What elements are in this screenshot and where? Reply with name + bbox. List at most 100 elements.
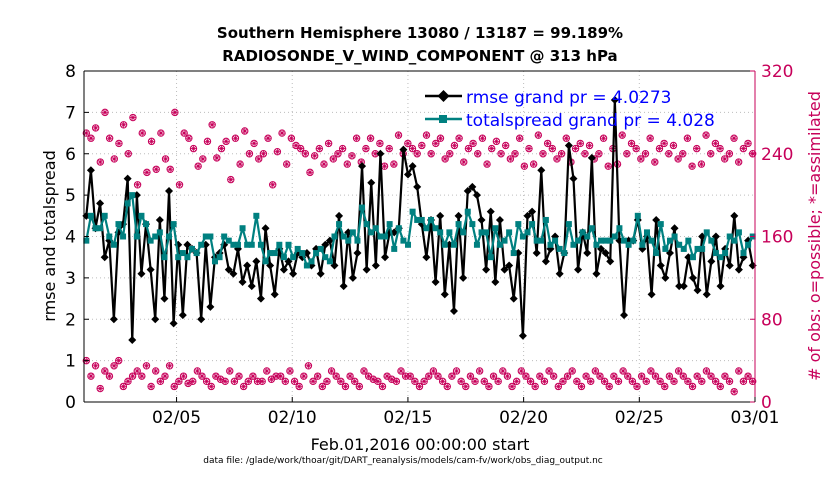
obs-low-point (406, 372, 414, 380)
obs-high-point (259, 150, 268, 158)
obs-low-point (138, 372, 146, 380)
spread-point (124, 200, 131, 207)
spread-point (469, 221, 476, 228)
obs-assimilated-marker (87, 135, 94, 142)
obs-assimilated-marker (421, 378, 428, 385)
obs-low-point (184, 379, 192, 388)
obs-assimilated-marker (171, 109, 178, 116)
obs-assimilated-marker (374, 378, 381, 385)
obs-low-point (318, 382, 327, 391)
y-right-tick-label: 0 (761, 393, 772, 413)
rmse-point (413, 182, 422, 191)
obs-possible-marker (327, 367, 336, 375)
spread-point (400, 237, 407, 244)
obs-assimilated-marker (481, 378, 488, 385)
obs-assimilated-marker (740, 145, 747, 152)
obs-assimilated-marker (418, 142, 425, 149)
obs-possible-marker (392, 377, 401, 386)
obs-possible-marker (207, 382, 215, 391)
obs-possible-marker (725, 150, 734, 158)
obs-low-point (545, 367, 553, 375)
rmse-point (716, 282, 725, 291)
y-right-tick-label: 320 (761, 62, 793, 82)
obs-assimilated-marker (111, 362, 118, 369)
obs-high-point (227, 175, 235, 184)
obs-low-point (471, 377, 479, 386)
obs-assimilated-marker (563, 135, 570, 142)
obs-assimilated-marker (153, 166, 160, 173)
obs-assimilated-marker (388, 376, 395, 383)
obs-possible-marker (748, 150, 757, 158)
obs-high-point (185, 134, 193, 142)
obs-possible-marker (264, 134, 272, 142)
obs-low-point (633, 382, 641, 391)
obs-high-point (348, 152, 356, 160)
obs-high-point (175, 181, 184, 189)
spread-point (657, 221, 664, 228)
obs-high-point (87, 134, 95, 142)
obs-assimilated-marker (544, 140, 551, 147)
obs-assimilated-marker (302, 150, 309, 157)
obs-possible-marker (529, 160, 538, 168)
obs-assimilated-marker (679, 150, 686, 157)
rmse-point (229, 269, 238, 278)
obs-low-point (721, 372, 729, 380)
obs-high-point (352, 134, 361, 142)
obs-assimilated-marker (605, 163, 612, 170)
obs-assimilated-marker (689, 383, 696, 390)
spread-point (303, 262, 310, 269)
spread-point (391, 245, 398, 252)
obs-possible-marker (526, 377, 535, 386)
obs-assimilated-marker (199, 155, 206, 162)
obs-low-point (559, 377, 567, 386)
obs-possible-marker (674, 367, 683, 375)
obs-assimilated-marker (347, 373, 354, 380)
obs-low-point (563, 372, 572, 380)
rmse-point (353, 249, 362, 258)
obs-assimilated-marker (499, 367, 506, 374)
spread-point (735, 229, 742, 236)
obs-possible-marker (296, 144, 305, 153)
rmse-point (404, 170, 413, 179)
obs-assimilated-marker (629, 378, 636, 385)
obs-assimilated-marker (564, 373, 571, 380)
rmse-point (197, 315, 206, 324)
obs-low-point (688, 382, 697, 391)
spread-point (538, 237, 545, 244)
obs-assimilated-marker (592, 367, 599, 374)
obs-high-point (711, 139, 720, 148)
obs-possible-marker (309, 377, 317, 386)
obs-assimilated-marker (360, 367, 367, 374)
obs-low-point (517, 367, 526, 375)
obs-low-point (610, 372, 618, 380)
obs-assimilated-marker (661, 140, 668, 147)
obs-high-point (306, 168, 314, 177)
rmse-point (371, 261, 380, 270)
spread-point (166, 233, 173, 240)
rmse-point (408, 162, 417, 171)
legend-spread-label: totalspread grand pr = 4.028 (466, 111, 715, 131)
obs-high-point (385, 144, 393, 153)
obs-possible-marker (231, 134, 240, 142)
spread-point (101, 212, 108, 219)
obs-assimilated-marker (268, 376, 275, 383)
legend-rmse-marker (437, 90, 450, 102)
spread-point (221, 233, 228, 240)
obs-assimilated-marker (339, 145, 346, 152)
obs-possible-marker (269, 181, 277, 189)
obs-high-point (273, 147, 282, 156)
obs-count-markers (82, 108, 757, 396)
obs-low-point (216, 375, 225, 383)
obs-possible-marker (492, 137, 501, 146)
obs-assimilated-marker (671, 378, 678, 385)
obs-assimilated-marker (530, 161, 537, 168)
obs-low-point (202, 377, 211, 386)
obs-possible-marker (531, 382, 539, 391)
obs-high-point (296, 144, 305, 153)
spread-point (336, 221, 343, 228)
obs-low-point (165, 362, 174, 370)
obs-high-point (376, 139, 384, 148)
obs-low-point (591, 367, 600, 375)
obs-assimilated-marker (232, 135, 239, 142)
obs-assimilated-marker (319, 383, 326, 390)
